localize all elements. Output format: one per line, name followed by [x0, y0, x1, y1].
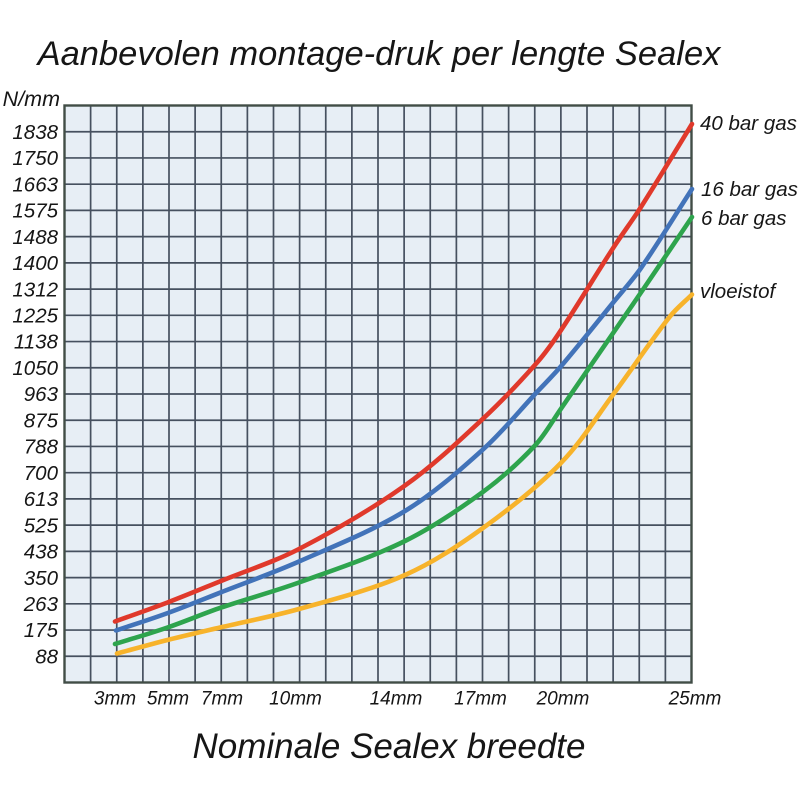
svg-text:14mm: 14mm [370, 689, 423, 710]
svg-text:350: 350 [24, 567, 59, 590]
svg-text:438: 438 [24, 541, 59, 564]
svg-text:1663: 1663 [12, 173, 58, 196]
svg-text:5mm: 5mm [147, 689, 189, 710]
svg-text:1312: 1312 [12, 278, 58, 301]
svg-text:1838: 1838 [12, 121, 58, 144]
svg-text:788: 788 [24, 436, 59, 459]
svg-text:88: 88 [35, 646, 58, 669]
svg-text:1225: 1225 [12, 305, 58, 328]
svg-text:1400: 1400 [12, 252, 58, 275]
svg-text:20mm: 20mm [536, 689, 590, 710]
svg-text:vloeistof: vloeistof [700, 280, 778, 303]
svg-text:Aanbevolen montage-druk per le: Aanbevolen montage-druk per lengte Seale… [36, 35, 723, 73]
svg-text:525: 525 [24, 514, 59, 537]
svg-text:1138: 1138 [14, 331, 59, 354]
svg-text:175: 175 [24, 619, 59, 642]
svg-text:N/mm: N/mm [3, 87, 60, 111]
svg-text:1050: 1050 [12, 357, 58, 380]
svg-text:7mm: 7mm [201, 689, 243, 710]
svg-text:3mm: 3mm [94, 689, 136, 710]
svg-text:16 bar gas: 16 bar gas [701, 178, 798, 201]
svg-text:613: 613 [24, 488, 59, 511]
svg-text:1575: 1575 [12, 200, 58, 223]
svg-text:17mm: 17mm [454, 689, 507, 710]
svg-text:10mm: 10mm [269, 689, 322, 710]
svg-text:700: 700 [24, 462, 59, 485]
svg-text:963: 963 [24, 383, 59, 406]
svg-text:875: 875 [24, 409, 59, 432]
svg-text:25mm: 25mm [668, 689, 722, 710]
svg-text:6 bar gas: 6 bar gas [701, 207, 786, 230]
svg-text:Nominale Sealex breedte: Nominale Sealex breedte [192, 727, 585, 766]
svg-text:1488: 1488 [12, 226, 58, 249]
svg-text:263: 263 [23, 593, 59, 616]
svg-text:40 bar gas: 40 bar gas [700, 112, 797, 135]
svg-text:1750: 1750 [12, 147, 58, 170]
